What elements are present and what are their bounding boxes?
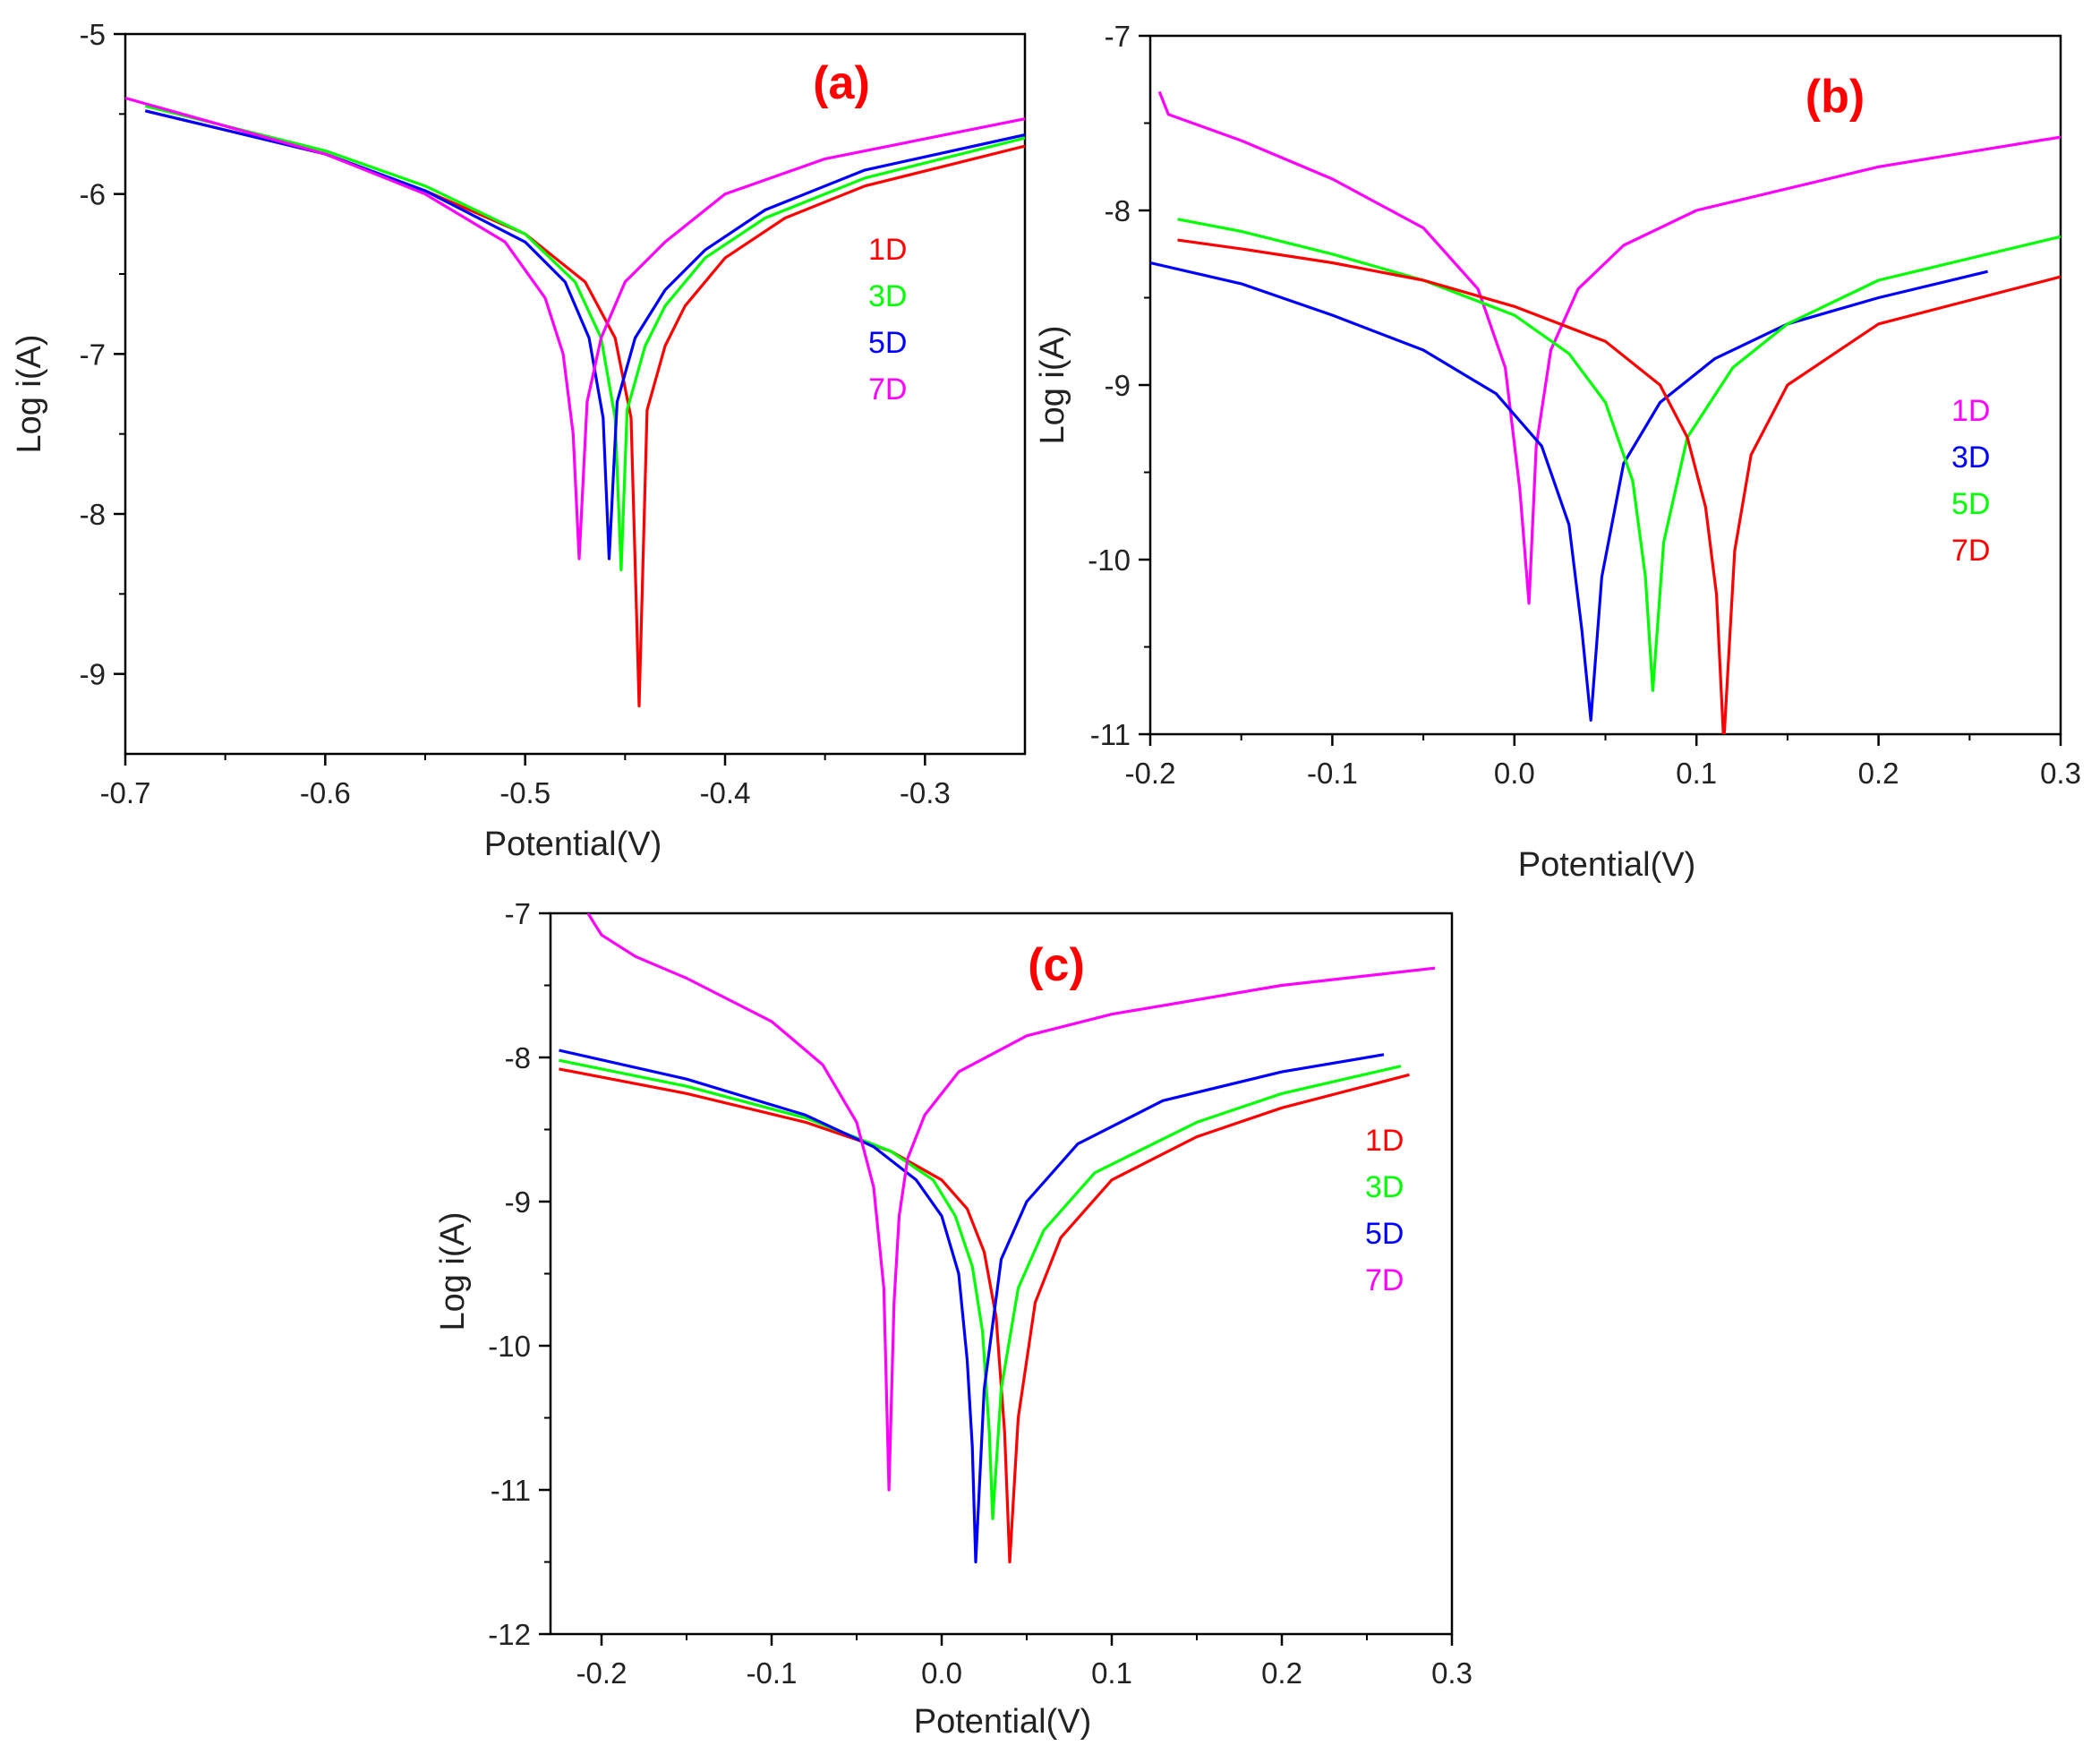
x-tick-label: -0.5 (499, 776, 551, 809)
x-tick-label: 0.0 (921, 1656, 962, 1690)
y-tick-label: -8 (1105, 194, 1131, 227)
y-tick-label: -9 (1105, 369, 1131, 402)
series-line-7D (586, 913, 1436, 1492)
series-line-5D (144, 109, 1025, 561)
plot-frame (124, 32, 1027, 756)
series-line-3D (1150, 261, 1988, 723)
x-tick-label: -0.7 (100, 776, 151, 809)
legend-label-7D: 7D (868, 372, 907, 407)
legend-label-5D: 5D (1365, 1217, 1404, 1251)
plot-frame (549, 911, 1454, 1636)
legend-label-1D: 1D (868, 233, 907, 267)
plot-frame (1148, 34, 2062, 736)
x-tick-label: -0.1 (747, 1656, 798, 1690)
series-line-3D (144, 104, 1025, 572)
legend-label-5D: 5D (1951, 487, 1990, 521)
x-tick-label: -0.4 (700, 776, 751, 809)
y-tick-label: -9 (505, 1185, 531, 1219)
y-tick-label: -12 (488, 1618, 531, 1651)
series-line-1D (144, 109, 1025, 708)
legend-label-3D: 3D (1951, 441, 1990, 475)
y-tick-label: -10 (488, 1330, 531, 1363)
panel-title: (c) (1028, 939, 1085, 991)
x-axis-title: Potential(V) (484, 826, 662, 863)
chart-panel-b: -0.2 -0.1 0.0 0.1 0.2 0.3 -7 -8 -9 -10 -11 Potentia… (1034, 20, 2081, 884)
legend-label-5D: 5D (868, 326, 907, 360)
series-line-1D (1157, 90, 2061, 605)
series-line-7D (1177, 238, 2061, 734)
y-axis-title: Log i(A) (11, 334, 48, 453)
x-tick-label: 0.2 (1261, 1656, 1302, 1690)
y-tick-label: -7 (80, 338, 106, 371)
y-tick-label: -9 (80, 658, 106, 691)
x-tick-label: 0.0 (1494, 757, 1535, 790)
legend-label-1D: 1D (1951, 394, 1990, 428)
y-tick-label: -7 (505, 897, 531, 930)
y-tick-label: -6 (80, 178, 106, 211)
y-tick-label: -10 (1088, 543, 1131, 577)
x-tick-label: 0.3 (1431, 1656, 1473, 1690)
x-tick-label: -0.3 (900, 776, 951, 809)
legend-label-1D: 1D (1365, 1124, 1404, 1158)
y-axis-title: Log i(A) (1034, 325, 1071, 444)
x-tick-label: -0.1 (1307, 757, 1358, 790)
y-tick-label: -7 (1105, 20, 1131, 53)
legend-label-3D: 3D (868, 279, 907, 313)
panel-title: (a) (813, 57, 870, 109)
panel-title: (b) (1805, 71, 1865, 123)
x-axis-title: Potential(V) (1518, 846, 1696, 884)
x-tick-label: 0.1 (1676, 757, 1717, 790)
x-tick-label: 0.2 (1858, 757, 1899, 790)
y-tick-label: -8 (505, 1041, 531, 1074)
legend-label-7D: 7D (1951, 534, 1990, 568)
chart-panel-c: -0.2 -0.1 0.0 0.1 0.2 0.3 -7 -8 -9 -10 -11 -12 Poten… (434, 897, 1473, 1741)
legend-label-3D: 3D (1365, 1170, 1404, 1204)
y-tick-label: -8 (80, 498, 106, 531)
x-tick-label: 0.3 (2040, 757, 2081, 790)
series-line-7D (125, 96, 1025, 561)
y-tick-label: -11 (491, 1474, 531, 1507)
x-axis-title: Potential(V) (914, 1703, 1092, 1741)
y-tick-label: -5 (80, 18, 106, 51)
x-tick-label: -0.2 (1125, 757, 1176, 790)
x-tick-label: 0.1 (1091, 1656, 1132, 1690)
series-line-5D (1177, 218, 2061, 692)
chart-panel-a: -0.7 -0.6 -0.5 -0.4 -0.3 -5 -6 -7 -8 -9 Potential(… (11, 18, 1027, 863)
series-line-1D (559, 1067, 1410, 1564)
series-line-5D (559, 1048, 1385, 1564)
y-tick-label: -11 (1090, 718, 1131, 751)
legend-label-7D: 7D (1365, 1263, 1404, 1297)
y-axis-title: Log i(A) (434, 1211, 472, 1331)
x-tick-label: -0.2 (576, 1656, 627, 1690)
x-tick-label: -0.6 (300, 776, 351, 809)
